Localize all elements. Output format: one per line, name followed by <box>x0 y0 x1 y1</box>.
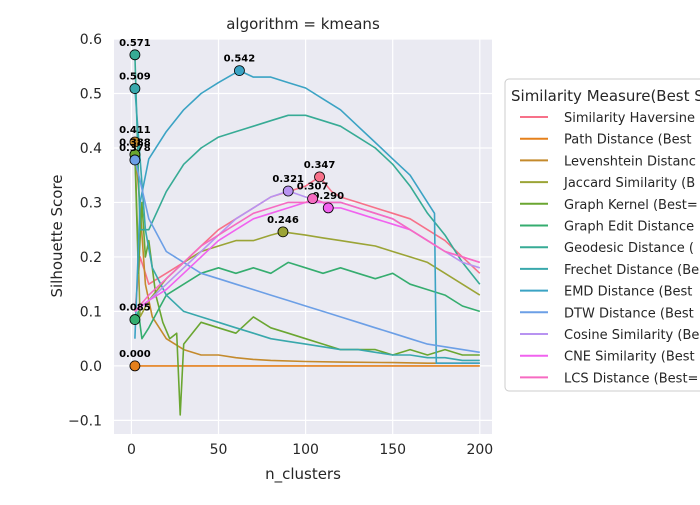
y-tick-label: 0.6 <box>80 32 102 48</box>
best-point-label: 0.307 <box>297 182 329 193</box>
x-tick-labels: 0 50 100 150 200 <box>127 442 493 458</box>
legend-label: Frechet Distance (Be <box>564 263 699 278</box>
legend-label: Levenshtein Distanc <box>564 154 696 169</box>
legend-label: Path Distance (Best <box>564 133 692 148</box>
legend-label: Cosine Similarity (Be <box>564 328 699 343</box>
best-point-marker <box>129 154 141 166</box>
best-point-marker <box>277 226 289 238</box>
best-point-marker <box>307 193 318 205</box>
plot-background <box>114 39 492 434</box>
best-point-marker <box>129 314 141 325</box>
y-tick-label: 0.3 <box>80 195 102 211</box>
best-point-marker <box>314 171 325 183</box>
best-point-label: 0.509 <box>119 72 151 83</box>
best-points: 0.347 0.000 0.411 0.246 0.388 0.085 0.571 0.509… <box>119 38 344 372</box>
best-point-label: 0.388 <box>119 138 151 149</box>
y-tick-label: 0.1 <box>80 304 102 320</box>
y-tick-label: 0.0 <box>80 359 102 375</box>
best-point-marker <box>129 136 141 148</box>
y-tick-label: 0.4 <box>80 141 102 157</box>
best-point-label: 0.085 <box>119 303 151 314</box>
series-line <box>134 142 480 364</box>
best-point-label: 0.378 <box>119 143 151 154</box>
legend-items: Similarity Haversine Path Distance (Best L… <box>520 111 699 386</box>
best-point-label: 0.000 <box>119 349 151 360</box>
legend: Similarity Measure(Best S Similarity Hav… <box>504 78 700 392</box>
x-tick-label: 0 <box>127 442 136 458</box>
best-point-marker <box>234 65 245 76</box>
legend-label: Jaccard Similarity (B <box>563 176 695 191</box>
series-line <box>134 69 480 364</box>
series-line <box>134 88 480 362</box>
y-axis-label: Silhouette Score <box>48 174 66 297</box>
legend-label: EMD Distance (Best <box>564 285 692 300</box>
legend-label: DTW Distance (Best <box>564 306 694 321</box>
best-point-marker <box>129 83 141 94</box>
best-point-marker <box>322 202 334 214</box>
best-point-label: 0.411 <box>119 125 151 136</box>
x-tick-label: 50 <box>210 442 228 458</box>
best-point-marker <box>282 185 294 197</box>
best-point-marker <box>129 49 141 61</box>
best-point-label: 0.246 <box>267 215 299 226</box>
best-point-label: 0.571 <box>119 38 151 49</box>
y-tick-label: 0.5 <box>80 86 102 102</box>
y-tick-label: 0.2 <box>80 250 102 266</box>
legend-label: Geodesic Distance ( <box>564 241 694 256</box>
x-tick-label: 100 <box>292 442 319 458</box>
x-axis-label: n_clusters <box>265 465 341 484</box>
best-point-label: 0.347 <box>304 160 336 171</box>
y-tick-label: −0.1 <box>68 413 102 429</box>
chart-title: algorithm = kmeans <box>226 15 380 33</box>
best-point-label: 0.290 <box>312 191 344 202</box>
legend-box <box>504 78 700 392</box>
legend-label: Graph Edit Distance <box>564 220 694 235</box>
series-line <box>134 54 481 285</box>
legend-title: Similarity Measure(Best S <box>511 87 700 105</box>
series-line <box>134 159 480 354</box>
legend-label: Similarity Haversine <box>564 111 695 126</box>
x-tick-label: 200 <box>466 442 493 458</box>
y-tick-labels: −0.1 0.0 0.1 0.2 0.3 0.4 0.5 0.6 <box>68 32 102 429</box>
x-tick-label: 150 <box>379 442 406 458</box>
legend-label: CNE Similarity (Best <box>564 350 695 365</box>
best-point-marker <box>129 360 141 372</box>
best-point-label: 0.542 <box>224 54 256 65</box>
series-line <box>134 261 481 340</box>
legend-label: LCS Distance (Best= <box>564 371 698 386</box>
best-point-label: 0.321 <box>272 174 304 185</box>
legend-label: Graph Kernel (Best= <box>564 198 698 213</box>
